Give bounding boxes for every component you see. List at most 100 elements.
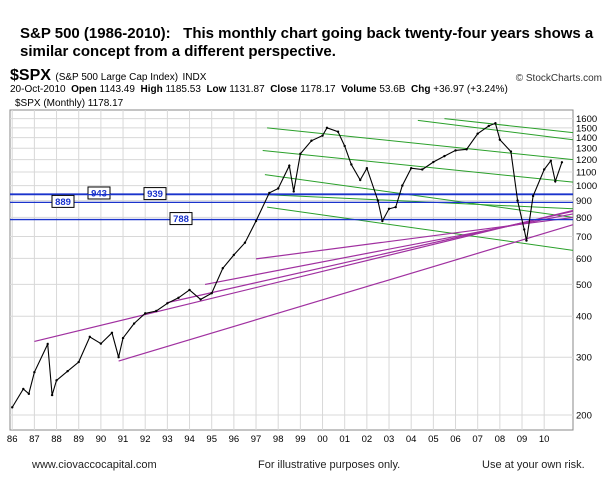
green-channel-lines [262,118,574,251]
price-point [560,161,564,164]
green-channel-line [267,127,574,161]
x-tick-label: 08 [495,434,506,445]
headline-text: This monthly chart going back twenty-fou… [20,25,594,60]
y-tick-label: 300 [576,353,592,364]
x-tick-label: 00 [317,434,328,445]
x-tick-label: 99 [295,434,306,445]
price-point [325,126,329,130]
y-tick-label: 400 [576,312,592,323]
price-point [525,239,528,242]
x-tick-label: 10 [539,434,550,445]
y-tick-label: 500 [576,280,592,291]
price-point [46,342,49,346]
price-point [554,180,557,183]
x-tick-label: 88 [51,434,62,445]
purple-trend-line [118,224,574,362]
price-point [277,187,280,190]
y-tick-label: 1600 [576,114,597,125]
price-point [409,167,413,170]
footer-disclaimer: For illustrative purposes only. [258,459,401,471]
high-label: High [140,84,163,95]
x-tick-label: 03 [384,434,395,445]
x-tick-label: 89 [73,434,84,445]
open-label: Open [71,84,97,95]
x-tick-label: 87 [29,434,40,445]
green-channel-line [417,119,574,141]
price-point [465,148,468,151]
price-point [516,199,519,202]
stockcharts-watermark: © StockCharts.com [515,73,602,84]
price-point [359,178,362,182]
price-point [549,159,553,163]
green-channel-line [262,149,574,183]
plot-frame [9,109,574,431]
price-point [88,335,91,339]
footer-website: www.ciovaccocapital.com [32,459,157,471]
support-label-box [169,212,193,226]
price-point [210,292,213,295]
price-point [33,371,36,374]
open-value: 1143.49 [99,84,135,95]
price-point [50,393,54,397]
x-tick-label: 04 [406,434,417,445]
volume-value: 53.6B [379,84,406,95]
support-label: 788 [173,214,189,225]
x-tick-label: 02 [362,434,373,445]
ticker-exchange: INDX [182,72,207,83]
price-point [254,219,258,223]
price-point [232,253,236,257]
price-point [336,130,340,133]
price-point [454,149,457,152]
purple-trend-line [255,216,574,260]
price-series [11,122,564,409]
green-channel-line [262,193,574,210]
support-label-box [87,186,111,200]
price-point [310,139,313,142]
x-tick-label: 91 [118,434,129,445]
x-tick-label: 01 [339,434,350,445]
series-legend: $SPX (Monthly) 1178.17 [15,98,124,109]
price-point [288,164,291,167]
price-point [321,134,324,137]
high-value: 1185.53 [165,84,201,95]
price-point [498,138,502,141]
y-tick-label: 200 [576,410,592,421]
x-tick-label: 90 [96,434,107,445]
price-point [376,199,380,202]
price-point [365,167,369,170]
price-point [401,184,404,187]
low-label: Low [206,84,227,95]
footer-risk: Use at your own risk. [482,459,585,471]
price-point [542,168,546,171]
close-label: Close [270,84,298,95]
price-point [99,342,103,345]
price-point [22,387,25,391]
x-tick-label: 94 [184,434,195,445]
chart-headline: S&P 500 (1986-2010): This monthly chart … [20,25,610,61]
price-point [292,190,295,193]
support-label: 889 [55,197,71,208]
x-axis: 86 87 88 89 90 91 92 93 94 95 96 97 98 99 00 01 02 03 04 05… [7,434,550,445]
price-point [487,124,490,128]
price-point [55,379,58,382]
x-tick-label: 09 [517,434,528,445]
price-point [155,309,158,313]
close-value: 1178.17 [300,84,336,95]
price-point [199,298,202,301]
price-point [381,219,384,223]
y-tick-label: 600 [576,254,592,265]
price-point [132,322,136,325]
headline-bold: S&P 500 (1986-2010): [20,25,171,42]
chg-value: +36.97 (+3.24%) [433,84,508,95]
support-label-box [143,187,167,201]
x-tick-label: 98 [273,434,284,445]
green-channel-line [444,118,574,134]
price-point [494,122,497,125]
chg-label: Chg [411,84,431,95]
price-point [350,163,353,166]
purple-trend-lines [34,209,574,362]
ticker-symbol: $SPX [10,67,51,84]
support-label-box [51,194,75,208]
x-tick-label: 93 [162,434,173,445]
